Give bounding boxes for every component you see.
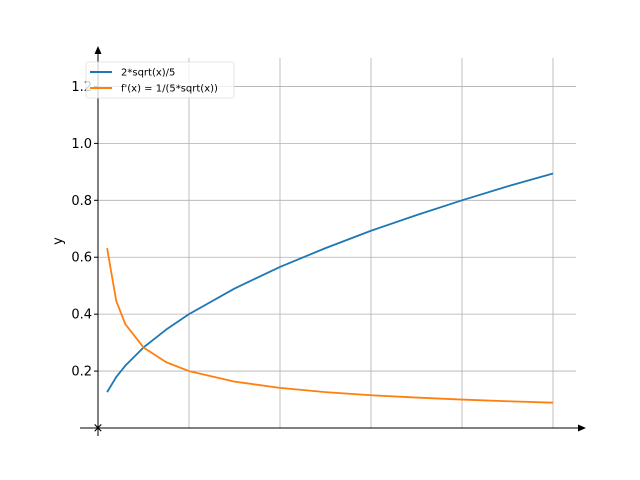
axes: ×	[80, 46, 586, 436]
origin-marker: ×	[93, 421, 104, 436]
series-lines	[106, 172, 554, 404]
y-axis-label: y	[51, 237, 66, 245]
y-tick-label: 1.0	[71, 137, 92, 152]
legend-label-2: f'(x) = 1/(5*sqrt(x))	[121, 84, 218, 95]
y-tick-labels: 0.20.40.60.81.01.2	[71, 80, 98, 380]
series-line-2	[106, 247, 554, 404]
legend: 2*sqrt(x)/5 f'(x) = 1/(5*sqrt(x))	[85, 61, 235, 99]
x-axis-arrow-icon	[578, 424, 586, 432]
series-line-1	[106, 172, 554, 393]
legend-label-1: 2*sqrt(x)/5	[121, 68, 175, 79]
y-tick-label: 0.8	[71, 194, 92, 209]
y-axis-arrow-icon	[94, 46, 102, 54]
y-tick-label: 0.4	[71, 308, 92, 323]
legend-box	[85, 61, 235, 99]
y-tick-label: 0.6	[71, 251, 92, 266]
y-tick-label: 0.2	[71, 365, 92, 380]
